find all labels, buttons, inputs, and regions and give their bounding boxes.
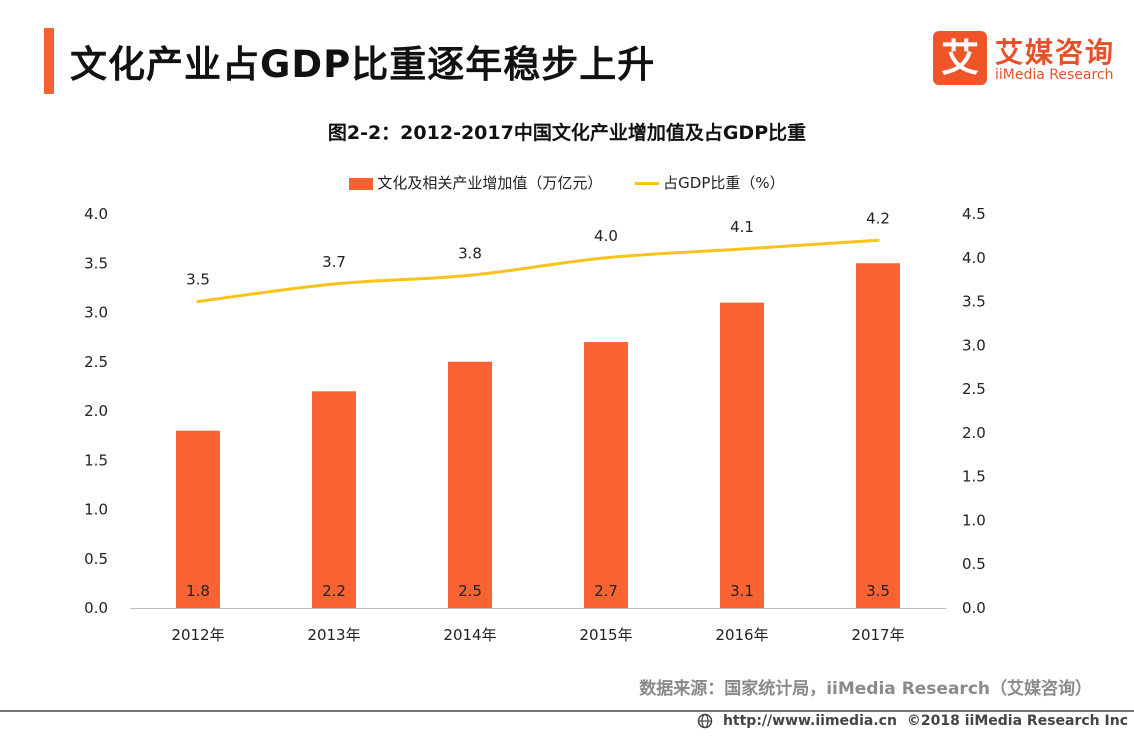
y-left-tick-label: 0.0	[84, 599, 108, 617]
footer-divider	[0, 710, 1134, 712]
y-right-tick-label: 1.5	[962, 468, 986, 486]
line-data-label: 3.7	[322, 253, 346, 271]
y-left-tick-label: 2.5	[84, 353, 108, 371]
line-data-label: 3.8	[458, 244, 482, 262]
footer-copyright: ©2018 iiMedia Research Inc	[906, 713, 1128, 729]
bar-data-label: 3.1	[730, 582, 754, 600]
x-tick-label: 2017年	[851, 626, 904, 644]
x-tick-label: 2016年	[715, 626, 768, 644]
bar	[584, 342, 628, 608]
legend-item-bar: 文化及相关产业增加值（万亿元）	[349, 172, 602, 193]
bar	[312, 391, 356, 608]
logo-name-en: iiMedia Research	[995, 67, 1114, 83]
bar-data-label: 3.5	[866, 582, 890, 600]
bar-data-label: 2.7	[594, 582, 618, 600]
legend-label-line: 占GDP比重（%）	[663, 174, 785, 192]
x-tick-label: 2013年	[307, 626, 360, 644]
y-left-tick-label: 1.0	[84, 501, 108, 519]
line-point	[196, 300, 200, 304]
y-right-tick-label: 3.5	[962, 293, 986, 311]
y-right-tick-label: 0.5	[962, 555, 986, 573]
legend-swatch-line	[635, 182, 660, 185]
page-title: 文化产业占GDP比重逐年稳步上升	[70, 43, 656, 86]
logo-name-cn: 艾媒咨询	[995, 36, 1116, 69]
logo-glyph: 艾	[933, 31, 987, 85]
footer-url[interactable]: http://www.iimedia.cn	[722, 713, 897, 729]
line-point	[332, 282, 336, 286]
y-left-tick-label: 3.5	[84, 254, 108, 272]
x-tick-label: 2012年	[171, 626, 224, 644]
bar	[720, 302, 764, 608]
chart-title: 图2-2：2012-2017中国文化产业增加值及占GDP比重	[327, 122, 807, 144]
title-accent-bar	[44, 28, 54, 94]
y-right-tick-label: 3.0	[962, 336, 986, 354]
line-data-label: 3.5	[186, 271, 210, 289]
y-right-tick-label: 0.0	[962, 599, 986, 617]
bar	[176, 430, 220, 608]
data-source: 数据来源：国家统计局，iiMedia Research（艾媒咨询）	[639, 679, 1092, 699]
y-left-tick-label: 1.5	[84, 451, 108, 469]
y-right-tick-label: 2.5	[962, 380, 986, 398]
bar-data-label: 2.2	[322, 582, 346, 600]
y-left-tick-label: 3.0	[84, 304, 108, 322]
bar-data-label: 2.5	[458, 582, 482, 600]
bar-data-label: 1.8	[186, 582, 210, 600]
line-point	[604, 256, 608, 260]
y-left-tick-label: 4.0	[84, 205, 108, 223]
y-left-tick-label: 2.0	[84, 402, 108, 420]
bar	[448, 361, 492, 608]
brand-logo: 艾 艾媒咨询 iiMedia Research	[933, 31, 1123, 89]
line-point	[876, 238, 880, 242]
y-right-tick-label: 4.0	[962, 249, 986, 267]
y-left-tick-label: 0.5	[84, 550, 108, 568]
bar	[856, 263, 900, 608]
y-right-tick-label: 2.0	[962, 424, 986, 442]
gdp-share-line	[197, 238, 879, 304]
legend-item-line: 占GDP比重（%）	[635, 172, 785, 193]
line-point	[468, 273, 472, 277]
line-data-label: 4.0	[594, 227, 618, 245]
y-right-tick-label: 4.5	[962, 205, 986, 223]
line-point	[740, 247, 744, 251]
legend-swatch-bar	[349, 177, 374, 190]
globe-icon	[697, 713, 713, 729]
x-tick-label: 2014年	[443, 626, 496, 644]
line-data-label: 4.2	[866, 209, 890, 227]
x-tick-label: 2015年	[579, 626, 632, 644]
legend-label-bar: 文化及相关产业增加值（万亿元）	[377, 174, 603, 192]
chart-legend: 文化及相关产业增加值（万亿元） 占GDP比重（%）	[0, 172, 1134, 194]
footer: http://www.iimedia.cn ©2018 iiMedia Resea…	[697, 713, 1128, 729]
y-right-tick-label: 1.0	[962, 511, 986, 529]
line-data-label: 4.1	[730, 218, 754, 236]
